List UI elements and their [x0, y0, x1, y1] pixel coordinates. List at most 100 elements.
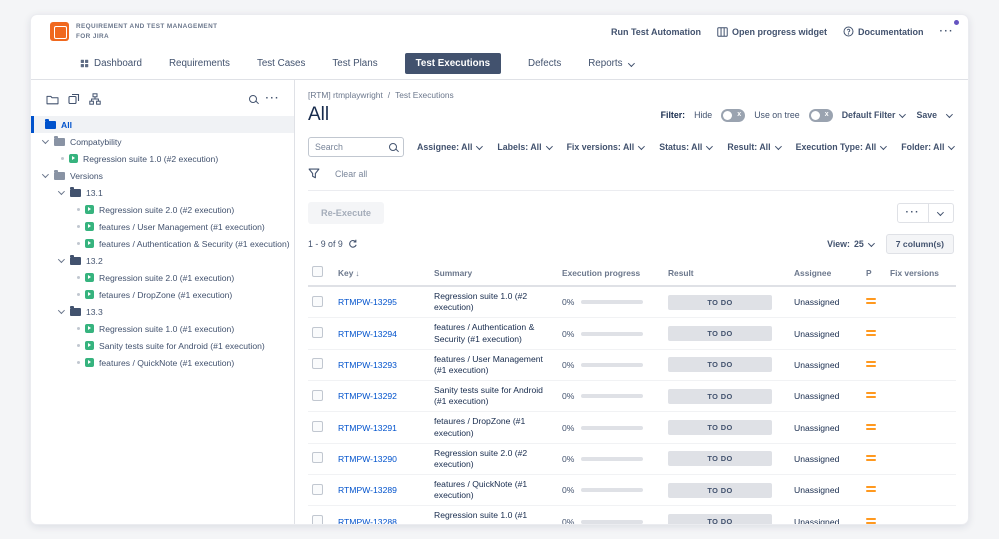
row-checkbox[interactable]	[312, 483, 323, 495]
filter-funnel-icon[interactable]	[308, 168, 320, 179]
filter-dropdown-status[interactable]: Status: All	[659, 142, 714, 152]
tree-folder-compatybility[interactable]: Compatybility	[31, 133, 294, 150]
issue-key-link[interactable]: RTMPW-13289	[338, 485, 397, 496]
summary-text: features / QuickNote (#1 execution)	[434, 479, 528, 501]
new-folder-icon[interactable]	[46, 94, 59, 105]
tree-execution-item[interactable]: features / QuickNote (#1 execution)	[31, 354, 294, 371]
folder-icon	[54, 170, 65, 180]
tree-item-all[interactable]: All	[31, 116, 294, 133]
tree-execution-item[interactable]: Regression suite 1.0 (#1 execution)	[31, 320, 294, 337]
dropdown-label: Assignee: All	[417, 142, 473, 152]
hide-label: Hide	[694, 110, 713, 120]
tree-execution-item[interactable]: features / Authentication & Security (#1…	[31, 235, 294, 252]
view-page-size-dropdown[interactable]: View: 25	[827, 239, 876, 249]
hide-toggle[interactable]	[721, 108, 746, 122]
dashboard-icon	[80, 59, 89, 68]
row-checkbox[interactable]	[312, 327, 323, 339]
refresh-icon[interactable]	[348, 239, 358, 249]
tree-execution-item[interactable]: Sanity tests suite for Android (#1 execu…	[31, 337, 294, 354]
tree-folder-13-1[interactable]: 13.1	[31, 184, 294, 201]
row-checkbox[interactable]	[312, 389, 323, 401]
tree-execution-item[interactable]: fetaures / DropZone (#1 execution)	[31, 286, 294, 303]
table-more-button[interactable]: ···	[898, 204, 929, 222]
nav-test-executions[interactable]: Test Executions	[404, 53, 502, 74]
hierarchy-icon[interactable]	[89, 93, 101, 105]
default-filter-dropdown[interactable]: Default Filter	[842, 110, 908, 120]
col-header-summary[interactable]: Summary	[434, 267, 473, 278]
row-checkbox[interactable]	[312, 421, 323, 433]
tree-folder-13-3[interactable]: 13.3	[31, 303, 294, 320]
progress-percent: 0%	[562, 453, 575, 464]
save-filter-button[interactable]: Save	[916, 110, 937, 120]
nav-dashboard[interactable]: Dashboard	[80, 58, 142, 69]
tree-search-icon[interactable]	[248, 95, 257, 103]
nav-reports[interactable]: Reports	[588, 58, 635, 69]
tree-more-icon[interactable]: ···	[265, 93, 280, 104]
col-header-priority[interactable]: P	[866, 267, 872, 278]
issue-key-link[interactable]: RTMPW-13288	[338, 516, 397, 525]
chevron-down-icon[interactable]	[42, 172, 49, 179]
table-row: RTMPW-13295 Regression suite 1.0 (#2 exe…	[308, 286, 956, 319]
filter-dropdown-fix-versions[interactable]: Fix versions: All	[567, 142, 647, 152]
col-header-progress[interactable]: Execution progress	[562, 267, 641, 278]
breadcrumb-project[interactable]: [RTM] rtmplaywright	[308, 90, 383, 100]
row-checkbox[interactable]	[312, 295, 323, 307]
progress-bar	[581, 519, 644, 524]
search-input[interactable]	[315, 142, 385, 152]
chevron-down-icon[interactable]	[58, 257, 65, 264]
col-header-assignee[interactable]: Assignee	[794, 267, 832, 278]
documentation-button[interactable]: Documentation	[843, 26, 924, 37]
assignee-text: Unassigned	[794, 422, 840, 433]
nav-defects[interactable]: Defects	[528, 58, 561, 69]
tree-folder-versions[interactable]: Versions	[31, 167, 294, 184]
nav-test-plans[interactable]: Test Plans	[332, 58, 377, 69]
filter-dropdown-labels[interactable]: Labels: All	[497, 142, 553, 152]
filter-dropdown-assignee[interactable]: Assignee: All	[417, 142, 484, 152]
filter-dropdown-folder[interactable]: Folder: All	[901, 142, 956, 152]
tree-execution-item[interactable]: Regression suite 2.0 (#1 execution)	[31, 269, 294, 286]
issue-key-link[interactable]: RTMPW-13291	[338, 422, 397, 433]
breadcrumb-page[interactable]: Test Executions	[395, 90, 454, 100]
filter-dropdown-result[interactable]: Result: All	[727, 142, 782, 152]
row-checkbox[interactable]	[312, 358, 323, 370]
tree-execution-item[interactable]: Regression suite 2.0 (#2 execution)	[31, 201, 294, 218]
chevron-down-icon	[868, 241, 876, 247]
tree-execution-item[interactable]: features / User Management (#1 execution…	[31, 218, 294, 235]
issue-key-link[interactable]: RTMPW-13293	[338, 359, 397, 370]
re-execute-button[interactable]: Re-Execute	[308, 202, 385, 224]
copy-icon[interactable]	[68, 93, 80, 105]
columns-button[interactable]: 7 column(s)	[885, 234, 954, 254]
table-actions-chevron-button[interactable]	[928, 204, 953, 222]
chevron-down-icon	[476, 144, 484, 150]
tree-execution-item[interactable]: Regression suite 1.0 (#2 execution)	[31, 150, 294, 167]
chevron-down-icon[interactable]	[58, 189, 65, 196]
search-box[interactable]	[308, 137, 404, 157]
page-title: All	[308, 104, 330, 125]
issue-key-link[interactable]: RTMPW-13294	[338, 328, 397, 339]
summary-text: features / User Management (#1 execution…	[434, 353, 543, 375]
select-all-checkbox[interactable]	[312, 266, 323, 277]
nav-requirements[interactable]: Requirements	[169, 58, 230, 69]
filter-dropdown-execution-type[interactable]: Execution Type: All	[796, 142, 889, 152]
issue-key-link[interactable]: RTMPW-13292	[338, 391, 397, 402]
issue-key-link[interactable]: RTMPW-13295	[338, 297, 397, 308]
row-checkbox[interactable]	[312, 452, 323, 464]
run-test-automation-button[interactable]: Run Test Automation	[611, 27, 701, 37]
chevron-down-icon[interactable]	[42, 138, 49, 145]
clear-all-button[interactable]: Clear all	[335, 168, 368, 179]
tree-folder-13-2[interactable]: 13.2	[31, 252, 294, 269]
nav-test-cases[interactable]: Test Cases	[257, 58, 305, 69]
use-on-tree-toggle[interactable]	[808, 108, 833, 122]
test-execution-icon	[85, 341, 94, 350]
chevron-down-icon	[899, 112, 907, 118]
col-header-fix-versions[interactable]: Fix versions	[890, 267, 939, 278]
chevron-down-icon[interactable]	[58, 308, 65, 315]
col-header-key[interactable]: Key	[338, 267, 354, 278]
save-options-chevron-icon[interactable]	[946, 112, 954, 118]
row-checkbox[interactable]	[312, 515, 323, 524]
dropdown-label: Result: All	[727, 142, 771, 152]
issue-key-link[interactable]: RTMPW-13290	[338, 453, 397, 464]
col-header-result[interactable]: Result	[668, 267, 694, 278]
open-progress-widget-button[interactable]: Open progress widget	[717, 27, 827, 37]
header-more-button[interactable]: ···	[940, 26, 955, 37]
